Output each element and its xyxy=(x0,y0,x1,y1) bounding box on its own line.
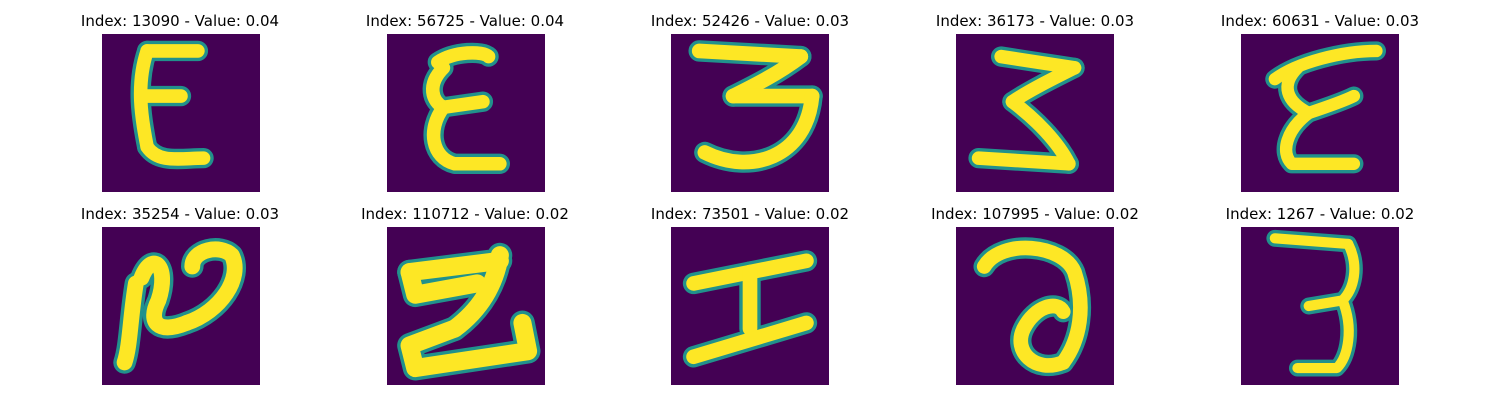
glyph-stroke xyxy=(133,255,195,336)
glyph-stroke xyxy=(133,44,154,154)
panel-title: Index: 73501 - Value: 0.02 xyxy=(650,205,850,223)
glyph-stroke xyxy=(426,100,507,171)
glyph-8 xyxy=(973,237,1091,377)
glyph-stroke xyxy=(1292,295,1354,374)
glyph-stroke xyxy=(400,263,487,304)
panel-image xyxy=(671,227,829,385)
panel-image xyxy=(956,227,1114,385)
glyph-stroke xyxy=(697,88,820,170)
glyph-3 xyxy=(968,46,1085,174)
panel-title: Index: 1267 - Value: 0.02 xyxy=(1225,205,1415,223)
panel-image xyxy=(1241,227,1399,385)
glyph-stroke xyxy=(994,49,1082,75)
glyph-stroke xyxy=(400,313,538,378)
panel-image xyxy=(102,227,260,385)
glyph-stroke xyxy=(691,43,809,64)
panel-image xyxy=(387,227,545,385)
panel-title: Index: 36173 - Value: 0.03 xyxy=(935,12,1135,30)
panel-title: Index: 13090 - Value: 0.04 xyxy=(80,12,280,30)
glyph-stroke xyxy=(971,151,1076,171)
glyph-stroke xyxy=(1279,106,1361,170)
panel-image xyxy=(102,34,260,192)
panel-title: Index: 107995 - Value: 0.02 xyxy=(931,205,1139,223)
glyph-stroke xyxy=(1269,233,1354,250)
panel-title: Index: 110712 - Value: 0.02 xyxy=(361,205,569,223)
glyph-0 xyxy=(130,40,214,170)
glyph-stroke xyxy=(400,251,509,282)
glyph-7 xyxy=(682,250,818,368)
glyph-stroke xyxy=(140,140,211,166)
glyph-1 xyxy=(422,42,511,174)
panel-image xyxy=(671,34,829,192)
glyph-5 xyxy=(113,238,246,374)
glyph-stroke xyxy=(976,240,1088,370)
glyph-stroke xyxy=(1268,44,1383,86)
glyph-stroke xyxy=(178,241,243,331)
panel-title: Index: 60631 - Value: 0.03 xyxy=(1220,12,1420,30)
panel-image xyxy=(956,34,1114,192)
glyph-stroke xyxy=(686,315,814,365)
glyph-stroke xyxy=(1013,298,1071,373)
glyph-6 xyxy=(397,242,541,381)
panel-title: Index: 52426 - Value: 0.03 xyxy=(650,12,850,30)
glyph-stroke xyxy=(116,275,144,371)
glyph-4 xyxy=(1265,41,1387,174)
glyph-9 xyxy=(1266,229,1363,377)
panel-title: Index: 56725 - Value: 0.04 xyxy=(365,12,565,30)
glyph-2 xyxy=(688,40,823,173)
glyph-stroke xyxy=(1303,295,1348,312)
panel-image xyxy=(1241,34,1399,192)
panel-image xyxy=(387,34,545,192)
glyph-stroke xyxy=(431,46,496,69)
panel-title: Index: 35254 - Value: 0.03 xyxy=(80,205,280,223)
